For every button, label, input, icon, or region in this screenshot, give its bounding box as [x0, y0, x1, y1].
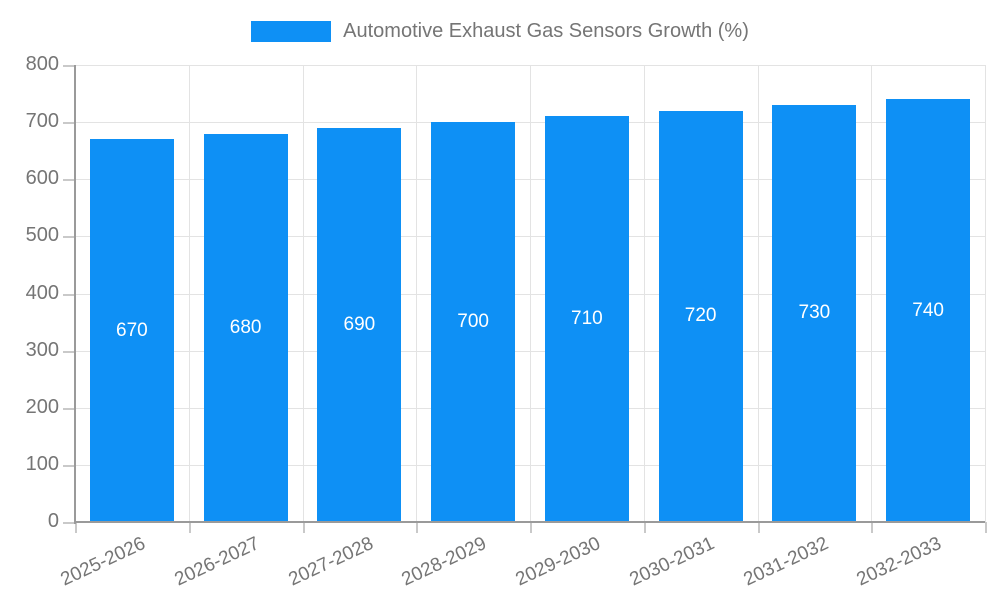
y-tick-label: 100 — [25, 452, 59, 475]
bar-value-label: 710 — [571, 308, 603, 330]
y-axis-tick — [63, 350, 75, 353]
v-gridline — [871, 65, 873, 522]
x-axis-tick — [302, 522, 305, 533]
v-gridline — [416, 65, 418, 522]
bar — [431, 122, 515, 521]
x-axis-tick — [416, 522, 419, 533]
x-tick-label: 2032-2033 — [853, 533, 945, 591]
y-tick-label: 400 — [25, 281, 59, 304]
bar — [545, 116, 629, 521]
y-axis-line — [74, 65, 76, 524]
bar-value-label: 740 — [912, 299, 944, 321]
y-axis-tick — [63, 122, 75, 125]
y-axis-tick — [63, 464, 75, 467]
y-axis-tick — [63, 65, 75, 67]
y-axis-tick — [63, 522, 75, 524]
legend-label: Automotive Exhaust Gas Sensors Growth (%… — [343, 20, 749, 42]
x-tick-label: 2028-2029 — [398, 533, 490, 591]
bar-value-label: 670 — [116, 319, 148, 341]
legend-swatch — [251, 21, 332, 42]
v-gridline — [188, 65, 190, 522]
bar-value-label: 700 — [457, 311, 489, 333]
x-axis-tick — [757, 522, 760, 533]
y-tick-label: 200 — [25, 395, 59, 418]
y-tick-label: 0 — [47, 510, 59, 533]
x-axis-tick — [643, 522, 646, 533]
bar — [317, 127, 401, 521]
v-gridline — [643, 65, 645, 522]
y-axis-tick — [63, 293, 75, 296]
y-axis-tick — [63, 179, 75, 182]
bar — [772, 104, 856, 521]
bar-value-label: 730 — [798, 302, 831, 324]
v-gridline — [302, 65, 304, 522]
x-axis-tick — [985, 522, 987, 533]
y-tick-label: 800 — [25, 53, 59, 76]
bar — [659, 110, 743, 521]
x-tick-label: 2031-2032 — [740, 533, 832, 591]
bar — [90, 139, 174, 521]
x-axis-line — [75, 521, 985, 523]
v-gridline — [530, 65, 531, 522]
v-gridline — [757, 65, 759, 522]
y-axis-tick — [63, 236, 75, 239]
y-tick-label: 600 — [25, 167, 59, 190]
bar-value-label: 690 — [343, 313, 376, 335]
x-tick-label: 2026-2027 — [171, 533, 263, 591]
bar-value-label: 680 — [229, 316, 262, 338]
x-axis-tick — [75, 522, 77, 533]
y-tick-label: 300 — [25, 338, 59, 361]
bar — [886, 99, 970, 521]
x-axis-tick — [188, 522, 191, 533]
y-tick-label: 700 — [25, 110, 59, 133]
legend: Automotive Exhaust Gas Sensors Growth (%… — [0, 20, 1000, 43]
x-axis-tick — [530, 522, 532, 533]
x-tick-label: 2025-2026 — [57, 533, 149, 591]
x-tick-label: 2029-2030 — [512, 533, 604, 591]
y-tick-label: 500 — [25, 224, 59, 247]
v-gridline — [985, 65, 986, 522]
bar — [204, 133, 288, 521]
x-tick-label: 2030-2031 — [626, 533, 718, 591]
x-tick-label: 2027-2028 — [285, 533, 377, 591]
y-axis-tick — [63, 407, 75, 410]
x-axis-tick — [871, 522, 874, 533]
bar-value-label: 720 — [684, 305, 717, 327]
